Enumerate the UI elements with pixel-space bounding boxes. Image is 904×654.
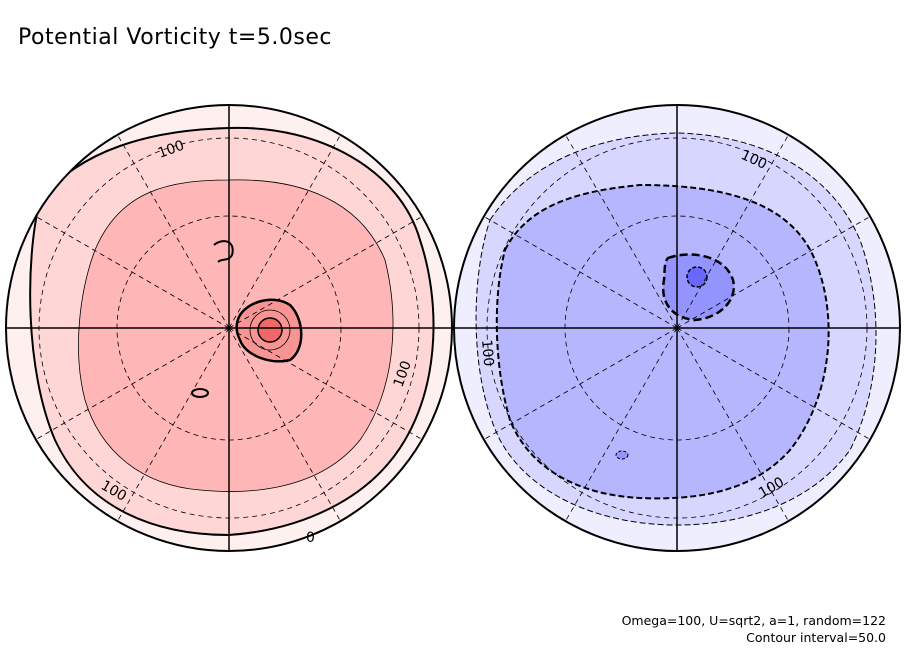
- level-100-fill: [78, 179, 394, 492]
- contour-label: 0: [306, 530, 315, 546]
- level-100-fill: [495, 183, 830, 500]
- contour-interval-text: Contour interval=50.0: [746, 630, 886, 645]
- chart-title: Potential Vorticity t=5.0sec: [18, 25, 332, 50]
- right-axes: [453, 104, 901, 552]
- parameters-text: Omega=100, U=sqrt2, a=1, random=122: [621, 613, 886, 628]
- left-axes: [5, 104, 453, 552]
- level-200-fill: [686, 266, 708, 288]
- contour-label: 100: [478, 339, 496, 367]
- level-200-fill: [257, 317, 283, 343]
